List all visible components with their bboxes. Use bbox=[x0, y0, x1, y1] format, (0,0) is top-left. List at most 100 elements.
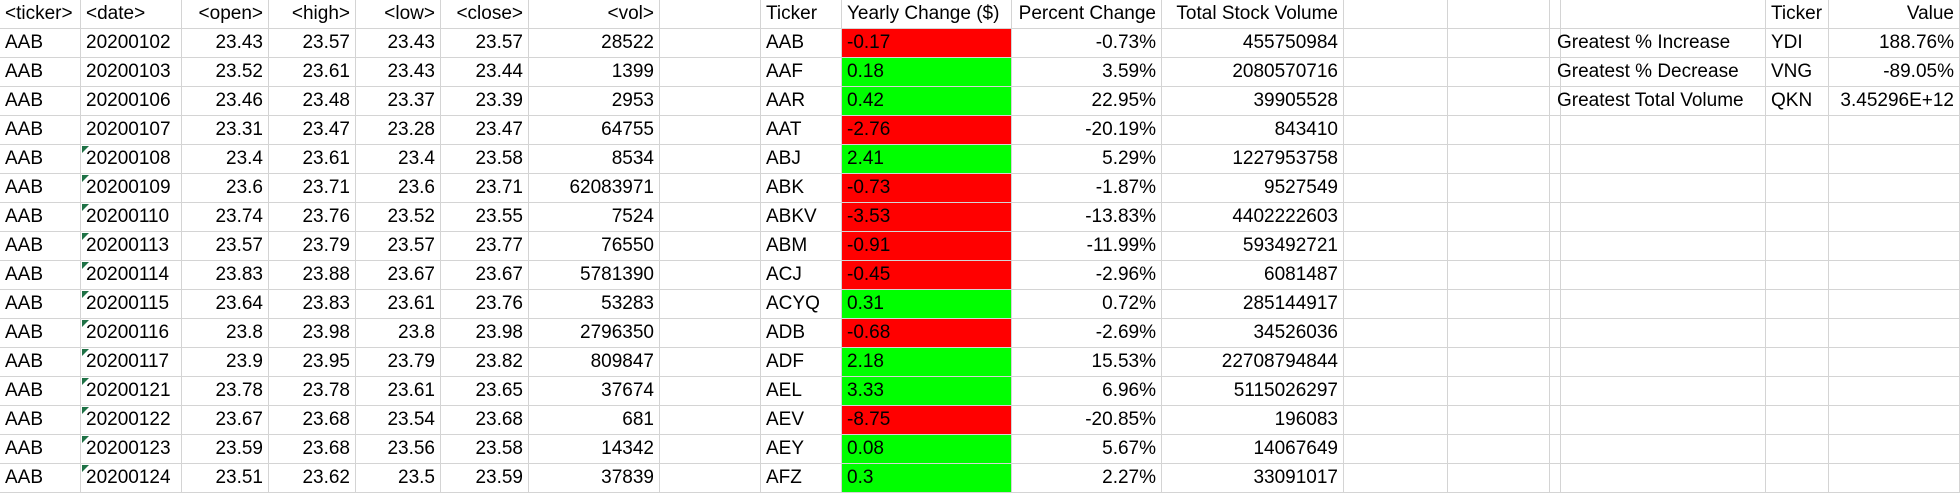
empty-cell[interactable] bbox=[1344, 290, 1448, 319]
empty-cell[interactable] bbox=[660, 290, 761, 319]
date-cell[interactable]: 20200106 bbox=[81, 87, 182, 116]
raw-data-cell[interactable]: 1399 bbox=[529, 58, 660, 87]
yearly-change-cell[interactable]: -3.53 bbox=[842, 203, 1012, 232]
greatest-value-cell[interactable]: 3.45296E+12 bbox=[1829, 87, 1960, 116]
empty-cell[interactable] bbox=[1344, 0, 1448, 29]
percent-change-cell[interactable]: -2.69% bbox=[1012, 319, 1162, 348]
raw-data-cell[interactable]: 23.57 bbox=[356, 232, 441, 261]
raw-data-cell[interactable]: 23.76 bbox=[269, 203, 356, 232]
raw-data-cell[interactable]: AAB bbox=[0, 261, 81, 290]
empty-cell[interactable] bbox=[660, 435, 761, 464]
raw-data-cell[interactable]: 23.61 bbox=[269, 145, 356, 174]
empty-cell[interactable] bbox=[1344, 261, 1448, 290]
date-cell[interactable]: 20200102 bbox=[81, 29, 182, 58]
raw-data-cell[interactable]: 23.62 bbox=[269, 464, 356, 493]
empty-cell[interactable] bbox=[1448, 290, 1550, 319]
raw-data-cell[interactable]: 28522 bbox=[529, 29, 660, 58]
empty-cell[interactable] bbox=[1766, 319, 1829, 348]
raw-data-cell[interactable]: 23.59 bbox=[182, 435, 269, 464]
raw-data-cell[interactable]: 37674 bbox=[529, 377, 660, 406]
empty-cell[interactable] bbox=[1766, 232, 1829, 261]
total-volume-cell[interactable]: 2080570716 bbox=[1162, 58, 1344, 87]
summary-ticker-cell[interactable]: AEV bbox=[761, 406, 842, 435]
summary-ticker-cell[interactable]: AAB bbox=[761, 29, 842, 58]
raw-data-cell[interactable]: 23.83 bbox=[269, 290, 356, 319]
empty-cell[interactable] bbox=[1766, 116, 1829, 145]
total-volume-cell[interactable]: 9527549 bbox=[1162, 174, 1344, 203]
raw-data-cell[interactable]: 23.83 bbox=[182, 261, 269, 290]
total-volume-cell[interactable]: 5115026297 bbox=[1162, 377, 1344, 406]
empty-cell[interactable] bbox=[660, 174, 761, 203]
empty-cell[interactable] bbox=[1552, 0, 1766, 29]
raw-data-cell[interactable]: 53283 bbox=[529, 290, 660, 319]
empty-cell[interactable] bbox=[1552, 406, 1766, 435]
empty-cell[interactable] bbox=[1829, 116, 1960, 145]
raw-data-cell[interactable]: 23.65 bbox=[441, 377, 529, 406]
raw-data-cell[interactable]: 23.39 bbox=[441, 87, 529, 116]
empty-cell[interactable] bbox=[1766, 435, 1829, 464]
empty-cell[interactable] bbox=[1829, 261, 1960, 290]
yearly-change-cell[interactable]: 0.08 bbox=[842, 435, 1012, 464]
empty-cell[interactable] bbox=[1344, 348, 1448, 377]
empty-cell[interactable] bbox=[1766, 174, 1829, 203]
summary-header-cell[interactable]: Total Stock Volume bbox=[1162, 0, 1344, 29]
raw-data-cell[interactable]: 23.4 bbox=[182, 145, 269, 174]
raw-data-cell[interactable]: 23.61 bbox=[269, 58, 356, 87]
summary-ticker-cell[interactable]: ACYQ bbox=[761, 290, 842, 319]
raw-data-cell[interactable]: AAB bbox=[0, 29, 81, 58]
raw-data-cell[interactable]: AAB bbox=[0, 174, 81, 203]
yearly-change-cell[interactable]: 0.18 bbox=[842, 58, 1012, 87]
empty-cell[interactable] bbox=[1829, 406, 1960, 435]
raw-data-cell[interactable]: AAB bbox=[0, 87, 81, 116]
raw-data-cell[interactable]: 23.67 bbox=[356, 261, 441, 290]
summary-ticker-cell[interactable]: AAT bbox=[761, 116, 842, 145]
date-cell[interactable]: 20200114 bbox=[81, 261, 182, 290]
percent-change-cell[interactable]: -2.96% bbox=[1012, 261, 1162, 290]
raw-data-cell[interactable]: 23.71 bbox=[269, 174, 356, 203]
empty-cell[interactable] bbox=[1552, 116, 1766, 145]
summary-ticker-cell[interactable]: ABK bbox=[761, 174, 842, 203]
raw-data-cell[interactable]: AAB bbox=[0, 116, 81, 145]
percent-change-cell[interactable]: -0.73% bbox=[1012, 29, 1162, 58]
empty-cell[interactable] bbox=[1448, 116, 1550, 145]
total-volume-cell[interactable]: 285144917 bbox=[1162, 290, 1344, 319]
empty-cell[interactable] bbox=[1448, 29, 1550, 58]
empty-cell[interactable] bbox=[1448, 464, 1550, 493]
raw-data-cell[interactable]: 23.77 bbox=[441, 232, 529, 261]
raw-data-cell[interactable]: 23.47 bbox=[441, 116, 529, 145]
greatest-value-cell[interactable]: 188.76% bbox=[1829, 29, 1960, 58]
raw-data-cell[interactable]: 7524 bbox=[529, 203, 660, 232]
date-cell[interactable]: 20200116 bbox=[81, 319, 182, 348]
empty-cell[interactable] bbox=[660, 29, 761, 58]
greatest-label-cell[interactable]: Greatest Total Volume bbox=[1552, 87, 1766, 116]
date-cell[interactable]: 20200108 bbox=[81, 145, 182, 174]
date-cell[interactable]: 20200115 bbox=[81, 290, 182, 319]
empty-cell[interactable] bbox=[1448, 232, 1550, 261]
percent-change-cell[interactable]: 15.53% bbox=[1012, 348, 1162, 377]
raw-data-cell[interactable]: 23.68 bbox=[269, 435, 356, 464]
raw-data-cell[interactable]: 2796350 bbox=[529, 319, 660, 348]
summary-ticker-cell[interactable]: AFZ bbox=[761, 464, 842, 493]
empty-cell[interactable] bbox=[1344, 203, 1448, 232]
raw-data-cell[interactable]: 14342 bbox=[529, 435, 660, 464]
greatest-ticker-cell[interactable]: QKN bbox=[1766, 87, 1829, 116]
empty-cell[interactable] bbox=[1829, 203, 1960, 232]
raw-data-cell[interactable]: 23.58 bbox=[441, 145, 529, 174]
empty-cell[interactable] bbox=[1448, 261, 1550, 290]
raw-data-cell[interactable]: 23.5 bbox=[356, 464, 441, 493]
raw-data-cell[interactable]: AAB bbox=[0, 348, 81, 377]
raw-data-cell[interactable]: AAB bbox=[0, 232, 81, 261]
empty-cell[interactable] bbox=[1829, 377, 1960, 406]
raw-data-cell[interactable]: 23.78 bbox=[182, 377, 269, 406]
yearly-change-cell[interactable]: 0.42 bbox=[842, 87, 1012, 116]
raw-data-cell[interactable]: 23.37 bbox=[356, 87, 441, 116]
empty-cell[interactable] bbox=[1552, 348, 1766, 377]
raw-data-cell[interactable]: 681 bbox=[529, 406, 660, 435]
raw-data-cell[interactable]: 23.98 bbox=[441, 319, 529, 348]
raw-data-cell[interactable]: 23.67 bbox=[182, 406, 269, 435]
raw-data-cell[interactable]: 62083971 bbox=[529, 174, 660, 203]
percent-change-cell[interactable]: 5.67% bbox=[1012, 435, 1162, 464]
raw-data-cell[interactable]: 8534 bbox=[529, 145, 660, 174]
percent-change-cell[interactable]: -11.99% bbox=[1012, 232, 1162, 261]
